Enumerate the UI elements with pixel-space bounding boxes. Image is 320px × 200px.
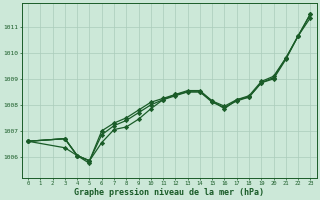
X-axis label: Graphe pression niveau de la mer (hPa): Graphe pression niveau de la mer (hPa) xyxy=(74,188,264,197)
